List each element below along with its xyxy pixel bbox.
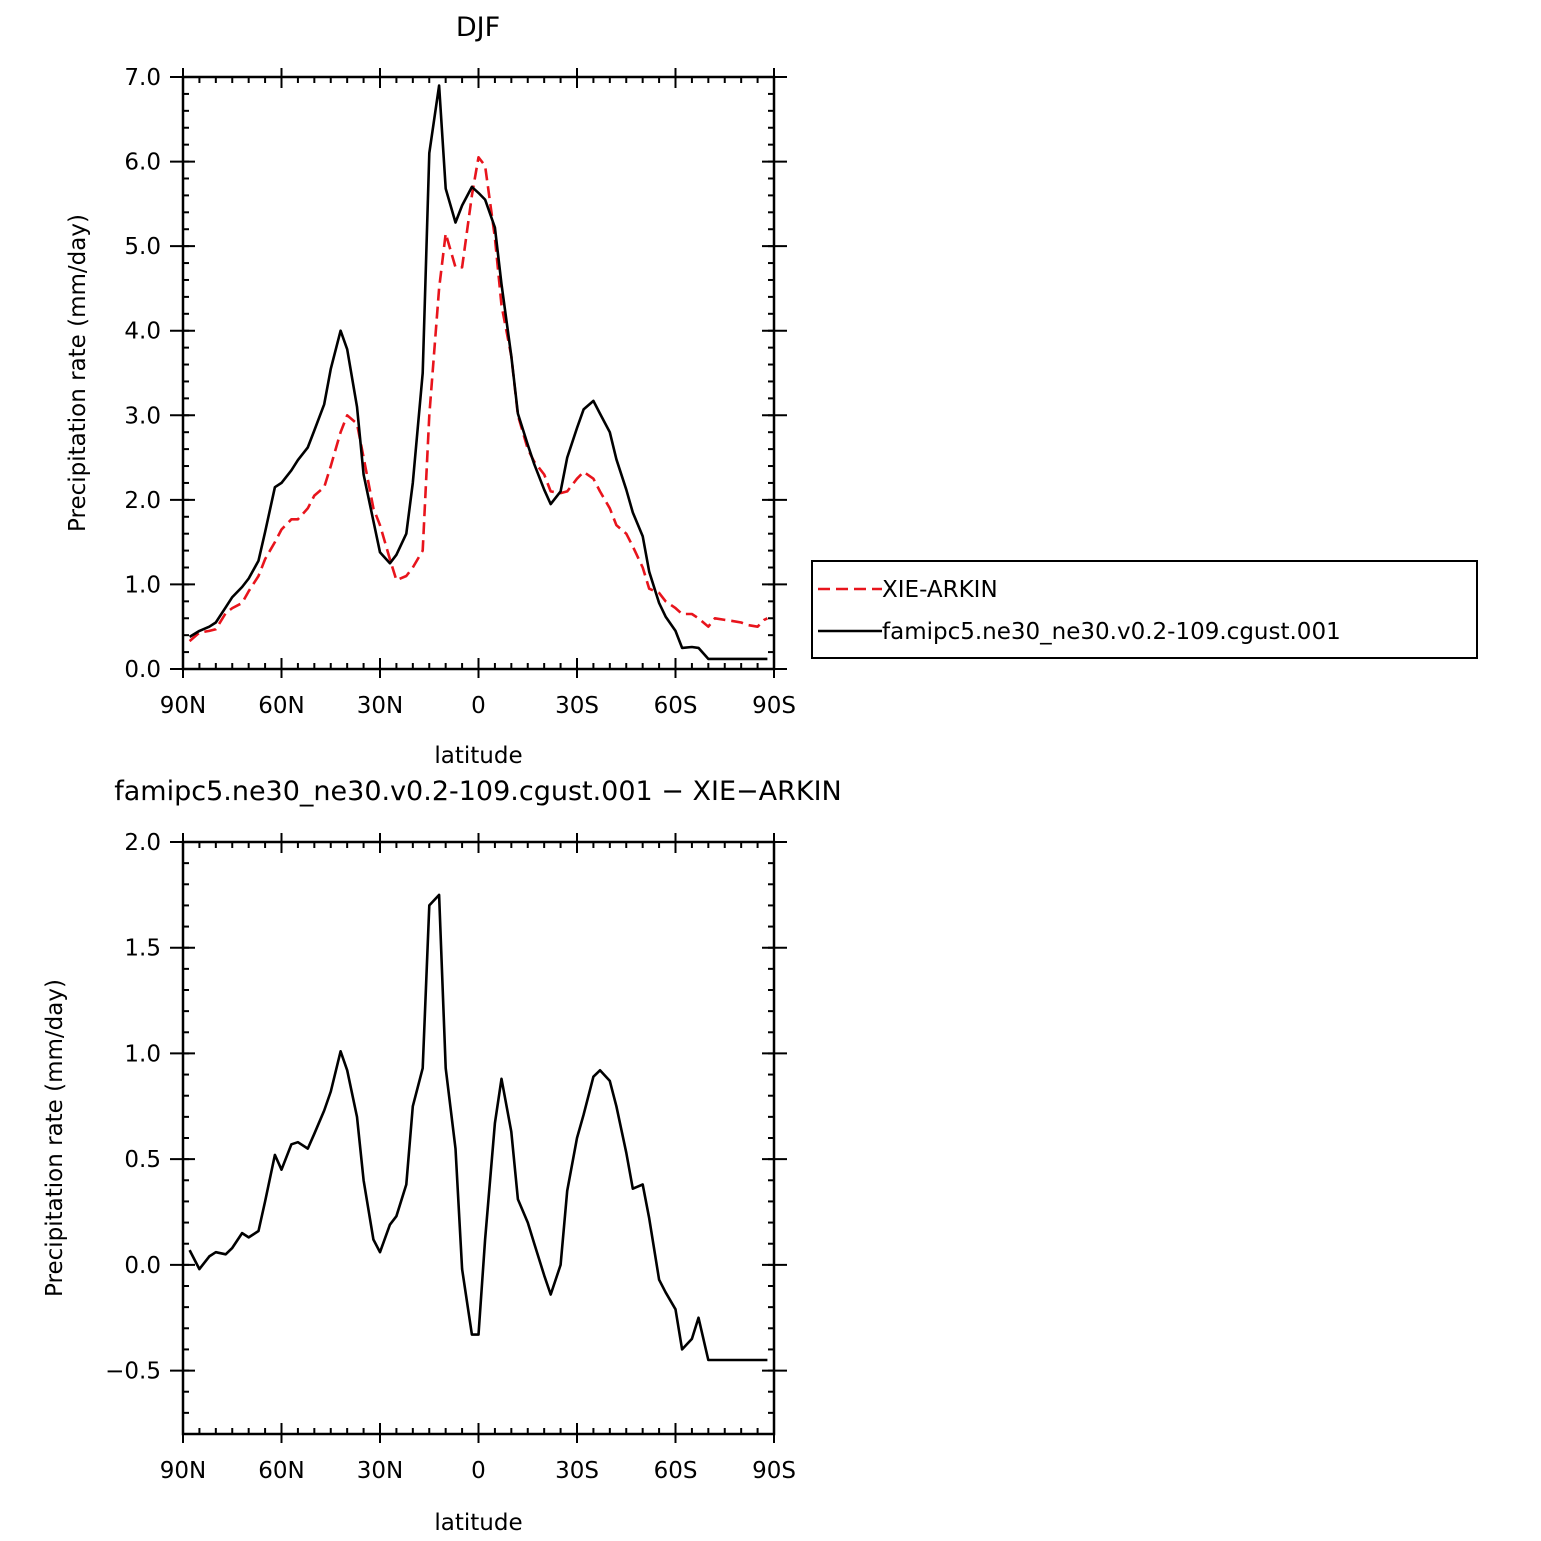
legend-box	[811, 560, 1478, 659]
y-tick-label: 1.0	[124, 1041, 161, 1067]
x-tick-label: 90N	[160, 1458, 206, 1484]
y-tick-label: 3.0	[124, 403, 161, 429]
y-tick-label: 1.5	[124, 936, 161, 962]
y-tick-label: 2.0	[124, 488, 161, 514]
y-tick-label: 4.0	[124, 319, 161, 345]
x-tick-label: 60N	[258, 693, 304, 719]
y-tick-label: 0.0	[124, 1253, 161, 1279]
x-tick-label: 30S	[555, 693, 599, 719]
y-tick-label: 7.0	[124, 65, 161, 91]
x-tick-label: 30N	[357, 693, 403, 719]
x-tick-label: 0	[471, 1458, 486, 1484]
y-tick-label: 0.0	[124, 657, 161, 683]
x-tick-label: 90S	[752, 693, 796, 719]
x-tick-label: 30N	[357, 1458, 403, 1484]
y-tick-label: 0.5	[124, 1147, 161, 1173]
series-line-famipc5-ne30-ne30-v0-2-109-cgust-001	[188, 84, 768, 661]
legend-label: famipc5.ne30_ne30.v0.2-109.cgust.001	[882, 619, 1341, 645]
y-axis-title: Precipitation rate (mm/day)	[42, 979, 68, 1297]
chart-1: 0.0 1.0 2.0 3.0 4.0 5.0 6.0 7.0 90N 60N 30N 0 30S 60S…	[65, 12, 796, 769]
x-tick-label: 0	[471, 693, 486, 719]
y-tick-label: 5.0	[124, 234, 161, 260]
x-tick-label: 60S	[654, 1458, 698, 1484]
x-tick-label: 90S	[752, 1458, 796, 1484]
y-tick-label: 1.0	[124, 572, 161, 598]
y-tick-label: 6.0	[124, 150, 161, 176]
chart-2: −0.5 0.0 0.5 1.0 1.5 2.0 90N 60N 30N 0 30S 60S 90S fa…	[42, 776, 842, 1536]
x-tick-label: 30S	[555, 1458, 599, 1484]
series-line-xie-arkin	[188, 156, 768, 643]
x-axis-title: latitude	[434, 1510, 522, 1536]
legend: XIE-ARKIN famipc5.ne30_ne30.v0.2-109.cgus…	[811, 560, 1478, 659]
chart-title: famipc5.ne30_ne30.v0.2-109.cgust.001 − X…	[114, 776, 842, 807]
x-tick-label: 90N	[160, 693, 206, 719]
y-tick-label: −0.5	[105, 1359, 161, 1385]
legend-label: XIE-ARKIN	[882, 577, 998, 603]
series-line-difference	[188, 893, 768, 1362]
x-tick-label: 60N	[258, 1458, 304, 1484]
x-tick-label: 60S	[654, 693, 698, 719]
chart-title: DJF	[456, 12, 500, 43]
y-axis-title: Precipitation rate (mm/day)	[65, 214, 91, 532]
plot-frame	[181, 75, 776, 671]
x-axis-title: latitude	[434, 743, 522, 769]
y-tick-label: 2.0	[124, 830, 161, 856]
